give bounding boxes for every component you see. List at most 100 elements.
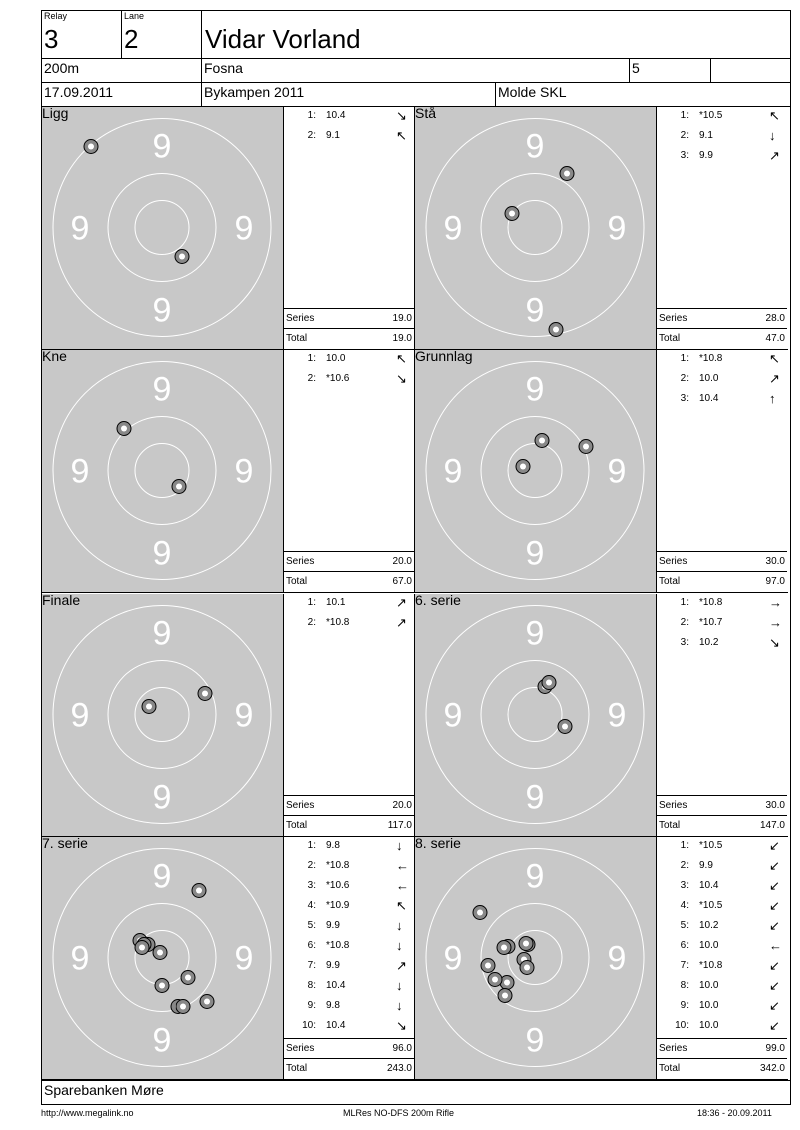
target-ring-1 <box>425 361 645 580</box>
shot-direction-arrow-icon: ↖ <box>396 898 407 913</box>
shot-mark <box>171 479 187 494</box>
total-label: Total <box>286 820 308 831</box>
target-ring-1 <box>52 848 272 1067</box>
shot-row: 5: 9.9 ↓ <box>288 918 411 936</box>
class-cell: 5 <box>629 58 711 83</box>
shot-row: 3: 9.9 ↗ <box>661 148 784 166</box>
shot-mark <box>499 975 515 990</box>
location-cell: Molde SKL <box>495 82 791 107</box>
shot-direction-arrow-icon: ↓ <box>396 838 403 853</box>
target-ring-2 <box>107 416 217 525</box>
ring-label-9: 9 <box>153 292 172 330</box>
shot-mark <box>199 994 215 1009</box>
shot-number: 1: <box>680 597 689 608</box>
ring-label-9: 9 <box>526 1022 545 1060</box>
shot-direction-arrow-icon: ↓ <box>396 938 403 953</box>
target-ring-3 <box>134 200 190 255</box>
shot-value: 10.2 <box>699 637 719 648</box>
shot-row: 1: *10.8 ↖ <box>661 351 784 369</box>
ring-label-9: 9 <box>444 210 463 248</box>
target-ring-1 <box>425 848 645 1067</box>
total-row: Total 67.0 <box>284 571 414 592</box>
shot-mark <box>487 972 503 987</box>
shot-value: 10.4 <box>699 880 719 891</box>
target-face: 9 9 9 9 <box>425 848 645 1067</box>
shot-row: 6: 10.0 ← <box>661 938 784 956</box>
shot-direction-arrow-icon: ↓ <box>769 128 776 143</box>
shot-number: 1: <box>680 353 689 364</box>
shot-number: 6: <box>307 940 316 951</box>
target-ring-3 <box>507 443 563 498</box>
shot-row: 9: 10.0 ↙ <box>661 998 784 1016</box>
shot-number: 9: <box>307 1000 316 1011</box>
shot-direction-arrow-icon: ← <box>396 858 409 873</box>
shot-value: *10.6 <box>326 373 350 384</box>
shot-row: 3: *10.6 ← <box>288 878 411 896</box>
shot-mark <box>578 439 594 454</box>
ring-label-9: 9 <box>153 1022 172 1060</box>
total-value: 243.0 <box>386 1063 412 1074</box>
shot-row: 2: *10.7 → <box>661 615 784 633</box>
series-title: Finale <box>42 592 81 608</box>
relay-cell: Relay 3 <box>41 10 122 59</box>
class: 5 <box>632 60 640 76</box>
shot-number: 2: <box>680 860 689 871</box>
target-ring-2 <box>107 173 217 282</box>
location: Molde SKL <box>498 84 567 100</box>
shot-number: 4: <box>680 900 689 911</box>
shot-direction-arrow-icon: ↖ <box>769 351 780 366</box>
shot-value: 10.4 <box>326 1020 346 1031</box>
shot-list-4: 1: *10.8 ↖ 2: 10.0 ↗ 3: 10.4 ↑ Series 30.0 Total 97.… <box>657 350 788 593</box>
ring-label-9: 9 <box>235 940 254 978</box>
target-ring-1 <box>425 605 645 824</box>
shot-mark <box>152 945 168 960</box>
shot-value: *10.5 <box>699 110 723 121</box>
ring-label-9: 9 <box>444 940 463 978</box>
shot-value: *10.6 <box>326 880 350 891</box>
shot-row: 3: 10.4 ↑ <box>661 391 784 409</box>
series-label: Series <box>286 800 315 811</box>
distance: 200m <box>44 60 80 76</box>
shot-number: 6: <box>680 940 689 951</box>
shot-row: 3: 10.4 ↙ <box>661 878 784 896</box>
shot-direction-arrow-icon: ↗ <box>769 371 780 386</box>
shot-value: 10.1 <box>326 597 346 608</box>
shot-value: *10.8 <box>699 353 723 364</box>
shot-direction-arrow-icon: ↙ <box>769 838 780 853</box>
series-title: Stå <box>415 105 437 121</box>
shot-direction-arrow-icon: ↗ <box>396 958 407 973</box>
series-label: Series <box>659 313 688 324</box>
ring-label-9: 9 <box>71 697 90 735</box>
shot-number: 3: <box>307 880 316 891</box>
shot-number: 5: <box>680 920 689 931</box>
ring-label-9: 9 <box>153 858 172 896</box>
ring-label-9: 9 <box>608 697 627 735</box>
ring-label-9: 9 <box>153 128 172 166</box>
series-row: Series 96.0 <box>284 1038 414 1059</box>
shot-value: *10.5 <box>699 900 723 911</box>
ring-label-9: 9 <box>153 371 172 409</box>
shot-direction-arrow-icon: ← <box>769 938 782 953</box>
shot-row: 5: 10.2 ↙ <box>661 918 784 936</box>
shot-value: 10.4 <box>326 110 346 121</box>
ring-label-9: 9 <box>526 779 545 817</box>
shot-direction-arrow-icon: ↖ <box>769 108 780 123</box>
total-label: Total <box>286 333 308 344</box>
shot-row: 2: *10.6 ↘ <box>288 371 411 389</box>
shot-value: 9.9 <box>326 920 340 931</box>
shot-value: 10.4 <box>326 980 346 991</box>
shot-value: 9.1 <box>699 130 713 141</box>
shot-direction-arrow-icon: ↘ <box>769 635 780 650</box>
shot-row: 2: 9.9 ↙ <box>661 858 784 876</box>
club-cell: Fosna <box>201 58 630 83</box>
series-value: 19.0 <box>392 313 412 324</box>
shot-row: 10: 10.4 ↘ <box>288 1018 411 1036</box>
ring-label-9: 9 <box>608 210 627 248</box>
target-ring-1 <box>52 605 272 824</box>
shot-row: 7: 9.9 ↗ <box>288 958 411 976</box>
total-label: Total <box>659 1063 681 1074</box>
shot-mark <box>197 686 213 701</box>
shot-row: 2: 9.1 ↖ <box>288 128 411 146</box>
shot-row: 7: *10.8 ↙ <box>661 958 784 976</box>
shot-row: 6: *10.8 ↓ <box>288 938 411 956</box>
